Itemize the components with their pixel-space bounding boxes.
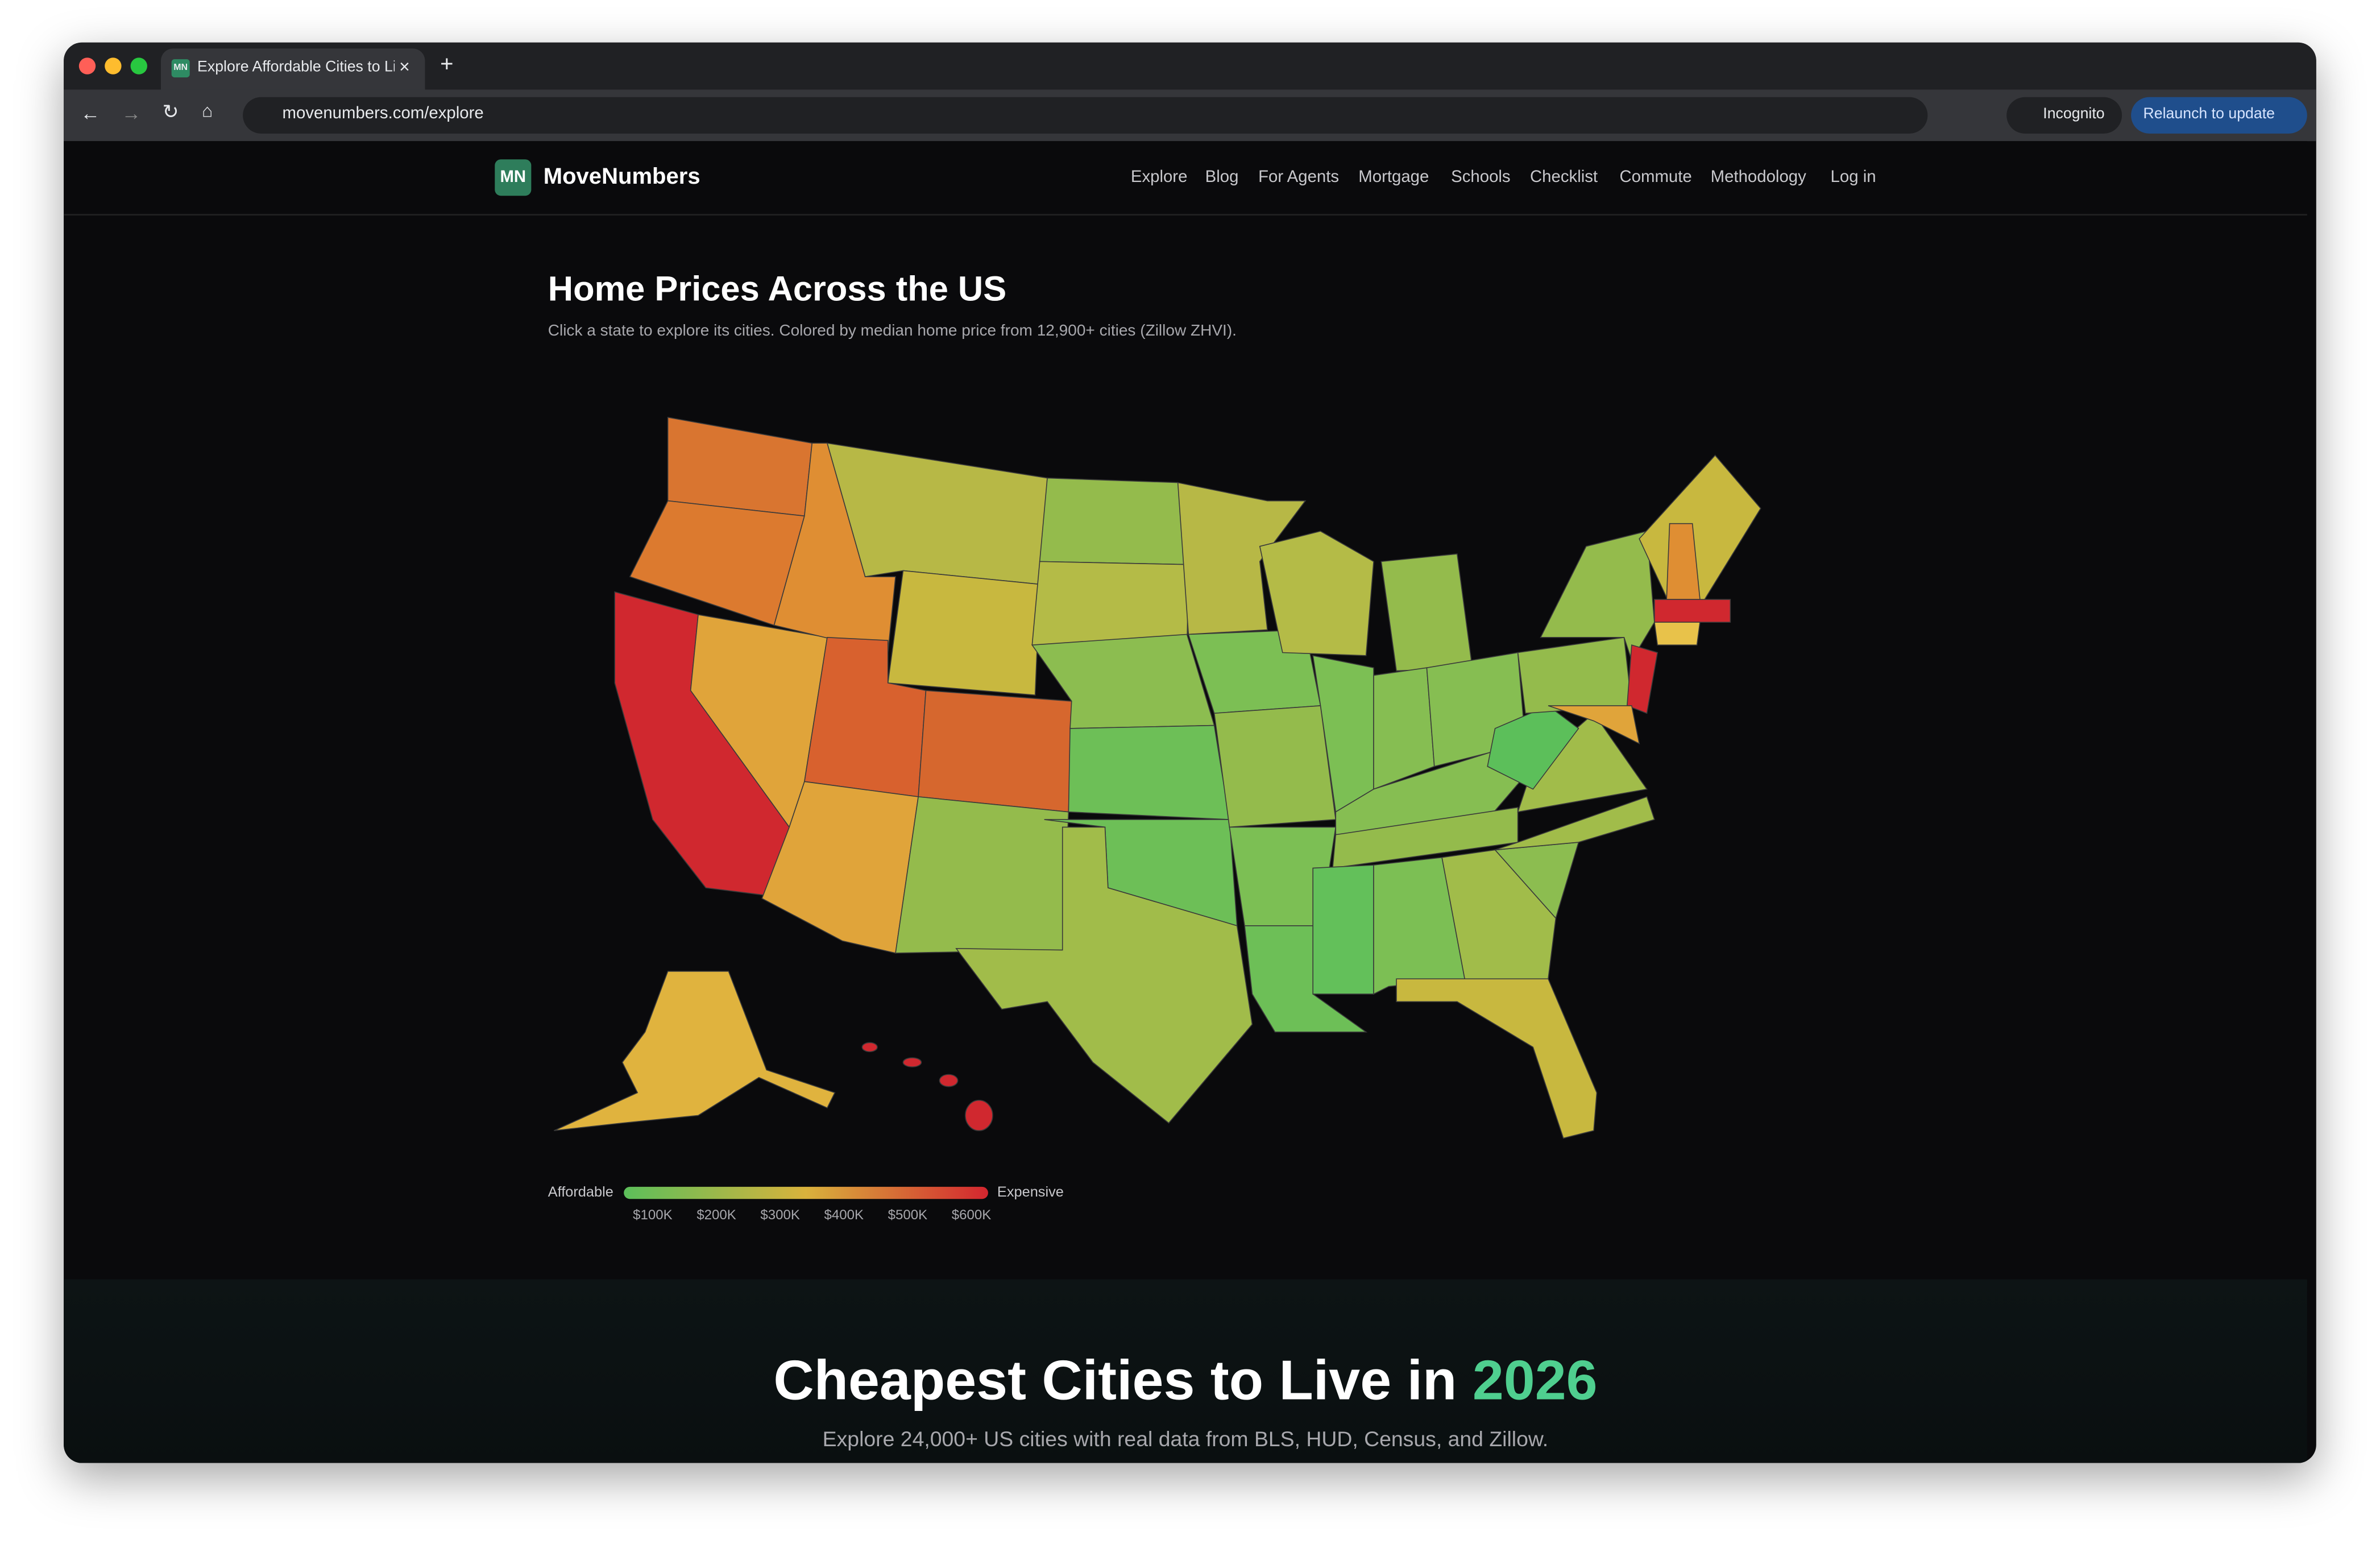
map-title: Home Prices Across the US xyxy=(548,268,1007,308)
nav-link[interactable]: Commute xyxy=(1619,168,1692,187)
relaunch-button[interactable]: Relaunch to update xyxy=(2131,97,2307,134)
nav-link[interactable]: Blog xyxy=(1205,168,1239,187)
nav-link[interactable]: Mortgage xyxy=(1358,168,1429,187)
state[interactable] xyxy=(1441,849,1557,980)
home[interactable]: ⌂ xyxy=(202,100,213,122)
page: MN MoveNumbers Explore Blog For Agents Mort… xyxy=(64,141,2307,1463)
max-dot[interactable] xyxy=(130,57,147,74)
state[interactable] xyxy=(1213,705,1337,828)
new-tab[interactable]: + xyxy=(440,51,454,78)
reload[interactable]: ↻ xyxy=(162,100,179,123)
hero-subtitle: Explore 24,000+ US cities with real data… xyxy=(822,1426,1549,1451)
hero: Cheapest Cities to Live in 2026 Explore … xyxy=(64,1279,2307,1463)
incognito: Incognito xyxy=(2043,106,2105,123)
legend-gradient xyxy=(624,1186,988,1199)
state[interactable] xyxy=(1312,864,1374,995)
incognito-chip[interactable]: Incognito xyxy=(2006,97,2122,134)
nav-link[interactable]: Explore xyxy=(1130,168,1188,187)
state[interactable] xyxy=(1068,725,1230,820)
state[interactable] xyxy=(1517,636,1632,714)
nav-link[interactable]: For Agents xyxy=(1258,168,1340,187)
state[interactable] xyxy=(955,826,1253,1124)
legend-tick: $500K xyxy=(888,1207,927,1223)
hero-heading: Cheapest Cities to Live in 2026 xyxy=(64,1349,2307,1413)
legend-tick: $300K xyxy=(760,1207,799,1223)
forward[interactable]: → xyxy=(121,101,142,125)
legend-high: Expensive xyxy=(997,1184,1064,1200)
legend-tick: $200K xyxy=(696,1207,736,1223)
state[interactable] xyxy=(1396,978,1598,1139)
state[interactable] xyxy=(918,690,1072,813)
legend-tick: $400K xyxy=(824,1207,864,1223)
state[interactable] xyxy=(1380,553,1473,672)
state[interactable] xyxy=(1259,531,1374,656)
state[interactable] xyxy=(861,1042,878,1053)
tab-close[interactable]: × xyxy=(399,56,410,78)
state[interactable] xyxy=(1626,644,1658,714)
state[interactable] xyxy=(902,1057,922,1067)
logo[interactable]: MN xyxy=(495,159,532,196)
browser-window: MN Explore Affordable Cities to Li × + ←… xyxy=(64,42,2316,1463)
nav-link[interactable]: Log in xyxy=(1830,168,1876,187)
back[interactable]: ← xyxy=(80,101,101,125)
state[interactable] xyxy=(1495,796,1655,851)
hero-title: Cheapest Cities to Live in xyxy=(773,1349,1457,1412)
brand[interactable]: MoveNumbers xyxy=(543,164,700,190)
toolbar: ← → ↻ ⌂ movenumbers.com/explore Incognit… xyxy=(64,89,2316,142)
state[interactable] xyxy=(667,416,813,517)
nav-link[interactable]: Checklist xyxy=(1529,168,1598,187)
close-dot[interactable] xyxy=(78,57,96,74)
tab-bar: MN Explore Affordable Cities to Li × + xyxy=(64,42,2316,90)
nav-link[interactable]: Methodology xyxy=(1710,168,1806,187)
legend-tick: $100K xyxy=(633,1207,672,1223)
state[interactable] xyxy=(1654,599,1731,623)
omnibox[interactable]: movenumbers.com/explore xyxy=(243,97,1928,134)
tab-icon: MN xyxy=(171,59,190,78)
map-subtitle: Click a state to explore its cities. Col… xyxy=(548,321,1237,340)
tab-title: Explore Affordable Cities to Li xyxy=(197,59,395,76)
url: movenumbers.com/explore xyxy=(282,105,484,123)
legend-low: Affordable xyxy=(548,1184,613,1200)
min-dot[interactable] xyxy=(105,57,122,74)
legend-tick: $600K xyxy=(952,1207,991,1223)
relaunch: Relaunch to update xyxy=(2143,106,2275,123)
state[interactable] xyxy=(965,1099,993,1131)
hero-year: 2026 xyxy=(1472,1349,1598,1412)
state[interactable] xyxy=(1373,667,1435,790)
state[interactable] xyxy=(1653,622,1701,645)
nav-link[interactable]: Schools xyxy=(1451,168,1511,187)
divider xyxy=(64,214,2307,216)
state[interactable] xyxy=(895,796,1069,954)
state[interactable] xyxy=(887,570,1040,696)
state[interactable] xyxy=(939,1074,959,1087)
state[interactable] xyxy=(1548,705,1640,745)
state[interactable] xyxy=(554,971,836,1131)
state[interactable] xyxy=(1639,454,1761,608)
tab[interactable]: MN Explore Affordable Cities to Li × xyxy=(160,48,425,90)
state[interactable] xyxy=(1039,477,1189,565)
map: Affordable Expensive $100K $200K $300K $400… xyxy=(548,416,1761,1223)
